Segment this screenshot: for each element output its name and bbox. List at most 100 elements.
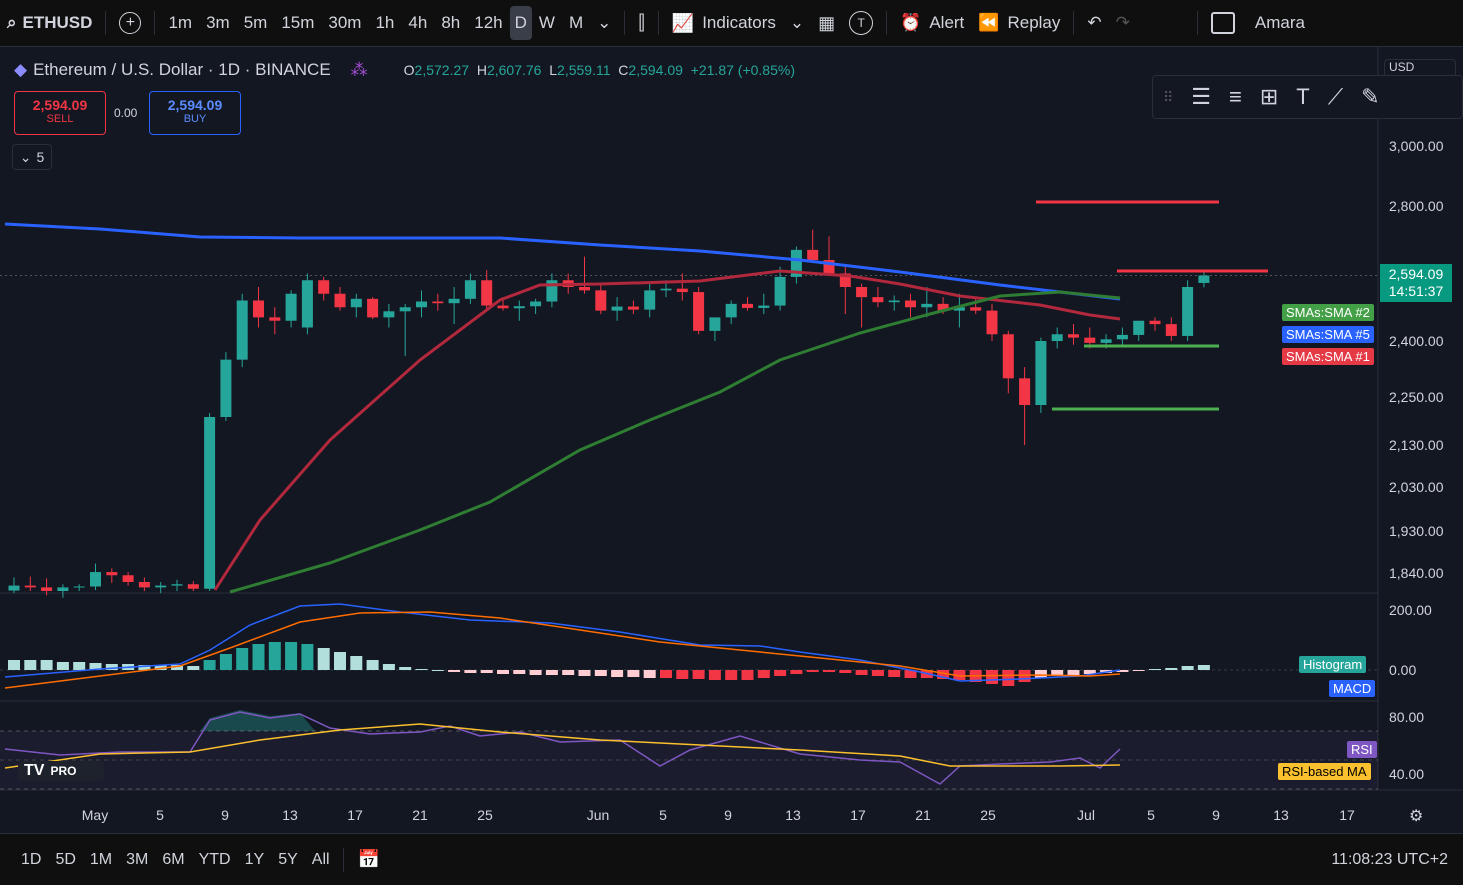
- macd-bar: [823, 670, 835, 672]
- grid-icon: ▦: [818, 12, 836, 33]
- user-menu[interactable]: Amara: [1204, 6, 1312, 40]
- pen-icon[interactable]: ✎: [1361, 84, 1380, 109]
- candle-body: [725, 303, 737, 318]
- macd-bar: [839, 670, 852, 673]
- interval-8h[interactable]: 8h: [441, 13, 461, 32]
- macd-bar: [1181, 666, 1194, 670]
- interval-30m[interactable]: 30m: [328, 13, 362, 32]
- candle-body: [660, 288, 672, 291]
- macd-bar: [187, 666, 200, 670]
- range-1Y[interactable]: 1Y: [244, 850, 265, 868]
- range-6M[interactable]: 6M: [162, 850, 185, 868]
- c-value: 2,594.09: [628, 62, 683, 78]
- undo-icon: ↶: [1087, 13, 1102, 32]
- measure-icon[interactable]: ⊞: [1259, 84, 1279, 109]
- candle-body: [367, 298, 379, 318]
- range-3M[interactable]: 3M: [126, 850, 149, 868]
- square-icon: [1210, 12, 1235, 34]
- interval-12h[interactable]: 12h: [474, 13, 503, 32]
- range-All[interactable]: All: [311, 850, 330, 868]
- replay-button[interactable]: ⏪ Replay: [971, 6, 1067, 40]
- divider: [1073, 11, 1075, 35]
- redo-button[interactable]: ↷: [1109, 6, 1137, 40]
- candle-body: [513, 306, 525, 309]
- buy-label: BUY: [183, 113, 207, 125]
- price-tick: 2,250.00: [1389, 389, 1444, 405]
- compare-button[interactable]: +: [112, 6, 148, 40]
- macd-bar: [1051, 670, 1064, 676]
- candle-body: [497, 305, 509, 309]
- candle-body: [839, 273, 851, 287]
- divider: [154, 11, 156, 35]
- interval-1h[interactable]: 1h: [375, 13, 395, 32]
- buy-button[interactable]: 2,594.09 BUY: [149, 91, 241, 135]
- text-tool-icon[interactable]: T: [1296, 84, 1310, 109]
- range-YTD[interactable]: YTD: [198, 850, 231, 868]
- legend: ◆ Ethereum / U.S. Dollar · 1D · BINANCE …: [14, 60, 795, 80]
- interval-1m[interactable]: 1m: [168, 13, 193, 32]
- interval-M[interactable]: M: [568, 13, 584, 32]
- date-tick: 5: [1147, 807, 1155, 823]
- candle-type-button[interactable]: ⫿: [631, 6, 651, 40]
- change-value: +21.87 (+0.85%): [690, 62, 795, 78]
- lines-icon[interactable]: ≡: [1229, 84, 1242, 109]
- macd-bar: [741, 670, 754, 680]
- brush-icon[interactable]: ⟋: [1327, 84, 1344, 109]
- indicators-dropdown[interactable]: ⌄: [783, 6, 811, 40]
- macd-bar: [611, 670, 624, 677]
- sell-button[interactable]: 2,594.09 SELL: [14, 91, 106, 135]
- candle-body: [627, 306, 639, 310]
- candle-body: [595, 290, 607, 311]
- collapse-count: 5: [36, 149, 45, 165]
- interval-dropdown[interactable]: ⌄: [590, 6, 618, 40]
- range-5Y[interactable]: 5Y: [278, 850, 298, 868]
- date-tick: 17: [347, 807, 363, 823]
- date-tick: Jul: [1077, 807, 1095, 823]
- indicator-link-icon[interactable]: ⁂: [350, 60, 368, 79]
- last-price: 2,594.09: [1388, 266, 1444, 282]
- symbol-search[interactable]: ⌕ ETHUSD: [0, 6, 99, 40]
- interval-5m[interactable]: 5m: [243, 13, 268, 32]
- range-5D[interactable]: 5D: [55, 850, 76, 868]
- price-tick: 2,400.00: [1389, 333, 1444, 349]
- interval-15m[interactable]: 15m: [281, 13, 315, 32]
- candle-body: [383, 311, 395, 318]
- settings-gear[interactable]: ⚙: [1409, 806, 1423, 826]
- range-1M[interactable]: 1M: [89, 850, 113, 868]
- interval-D[interactable]: D: [509, 6, 532, 40]
- drag-handle-icon[interactable]: ⠿: [1163, 88, 1174, 105]
- signal-line: [4, 611, 1121, 689]
- candle-body: [758, 305, 770, 308]
- goto-date-button[interactable]: 📅: [358, 849, 380, 870]
- macd-bar: [757, 670, 770, 678]
- candle-body: [1165, 324, 1177, 336]
- interval-4h[interactable]: 4h: [408, 13, 428, 32]
- chart-area[interactable]: [0, 47, 1463, 833]
- indicators-icon: 📈: [671, 12, 695, 33]
- tt-button[interactable]: T: [842, 6, 880, 40]
- candle-body: [269, 317, 281, 321]
- undo-button[interactable]: ↶: [1080, 6, 1108, 40]
- macd-bar: [431, 670, 444, 671]
- macd-bar: [203, 660, 216, 670]
- candle-body: [448, 298, 460, 304]
- layouts-button[interactable]: ▦: [811, 6, 842, 40]
- macd-bar: [497, 670, 509, 674]
- interval-3m[interactable]: 3m: [206, 13, 230, 32]
- macd-bar: [545, 670, 558, 675]
- candle-body: [122, 575, 134, 582]
- range-1D[interactable]: 1D: [21, 850, 42, 868]
- indicators-button[interactable]: 📈 Indicators: [665, 6, 783, 40]
- candle-body: [432, 301, 444, 304]
- fib-icon[interactable]: ☰: [1191, 84, 1211, 109]
- macd-bar: [790, 670, 803, 674]
- macd-bar: [252, 644, 265, 670]
- candle-body: [579, 287, 590, 291]
- collapse-indicators-button[interactable]: ⌄ 5: [12, 144, 52, 170]
- interval-W[interactable]: W: [538, 13, 555, 32]
- sma5-line: [4, 222, 1121, 301]
- macd-bar: [366, 660, 379, 670]
- o-label: O: [403, 62, 415, 78]
- alert-button[interactable]: ⏰ Alert: [893, 6, 971, 40]
- sma5-tag: SMAs:SMA #5: [1282, 326, 1374, 343]
